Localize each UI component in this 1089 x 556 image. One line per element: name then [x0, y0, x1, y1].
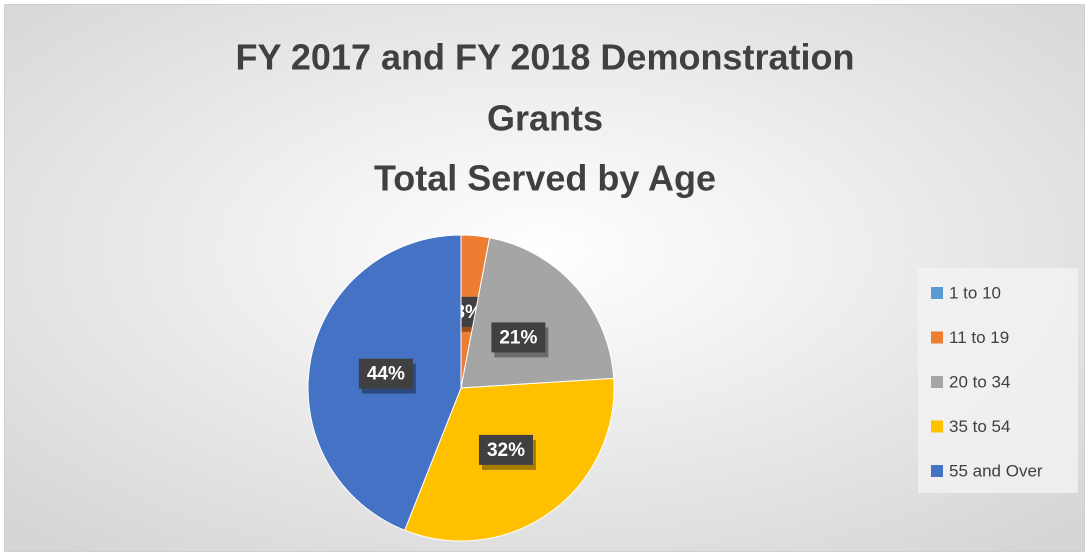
legend-label: 35 to 54 [949, 417, 1010, 436]
data-label: 44% [367, 364, 405, 385]
data-label: 32% [487, 440, 525, 461]
data-label: 21% [499, 327, 537, 348]
legend-box [918, 268, 1078, 493]
legend-swatch [931, 420, 943, 433]
data-label-box [358, 358, 413, 389]
legend-label: 20 to 34 [949, 372, 1010, 391]
legend-label: 1 to 10 [949, 283, 1001, 302]
chart-title: FY 2017 and FY 2018 Demonstration [236, 37, 855, 78]
legend-swatch [931, 376, 943, 388]
legend-label: 11 to 19 [949, 328, 1009, 347]
data-label-box [491, 322, 546, 353]
legend-label: 55 and Over [949, 461, 1043, 480]
chart-title: Grants [487, 98, 603, 139]
chart-title: Total Served by Age [374, 158, 716, 199]
legend-swatch [931, 287, 943, 299]
legend-swatch [931, 465, 943, 477]
data-label-box [478, 434, 533, 465]
legend-swatch [931, 331, 943, 344]
